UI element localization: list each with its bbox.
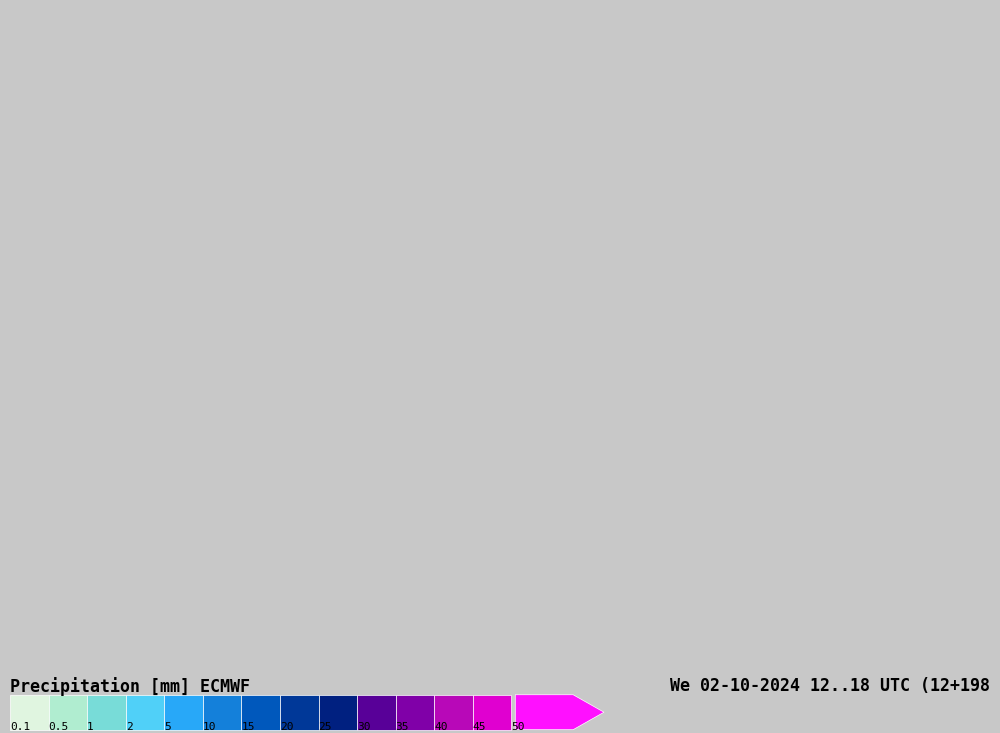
Bar	[203, 695, 241, 730]
Bar	[126, 695, 164, 730]
Text: Precipitation [mm] ECMWF: Precipitation [mm] ECMWF	[10, 677, 250, 696]
Text: We 02-10-2024 12..18 UTC (12+198: We 02-10-2024 12..18 UTC (12+198	[670, 677, 990, 695]
Bar	[396, 695, 434, 730]
Bar	[280, 695, 319, 730]
Text: 15: 15	[241, 722, 255, 732]
Text: 35: 35	[396, 722, 409, 732]
Bar	[434, 695, 473, 730]
Text: 10: 10	[203, 722, 216, 732]
Text: 25: 25	[319, 722, 332, 732]
Text: 45: 45	[473, 722, 486, 732]
Text: 2: 2	[126, 722, 132, 732]
Bar	[241, 695, 280, 730]
Text: 1: 1	[87, 722, 94, 732]
Text: 40: 40	[434, 722, 448, 732]
Bar	[87, 695, 126, 730]
Bar	[357, 695, 396, 730]
FancyArrow shape	[515, 695, 604, 730]
Text: 30: 30	[357, 722, 371, 732]
Text: 0.5: 0.5	[49, 722, 69, 732]
Bar	[49, 695, 87, 730]
Text: 50: 50	[511, 722, 525, 732]
Text: 5: 5	[164, 722, 171, 732]
Bar	[473, 695, 511, 730]
Text: 0.1: 0.1	[10, 722, 30, 732]
Text: 20: 20	[280, 722, 294, 732]
Bar	[319, 695, 357, 730]
Bar	[164, 695, 203, 730]
Bar	[10, 695, 49, 730]
